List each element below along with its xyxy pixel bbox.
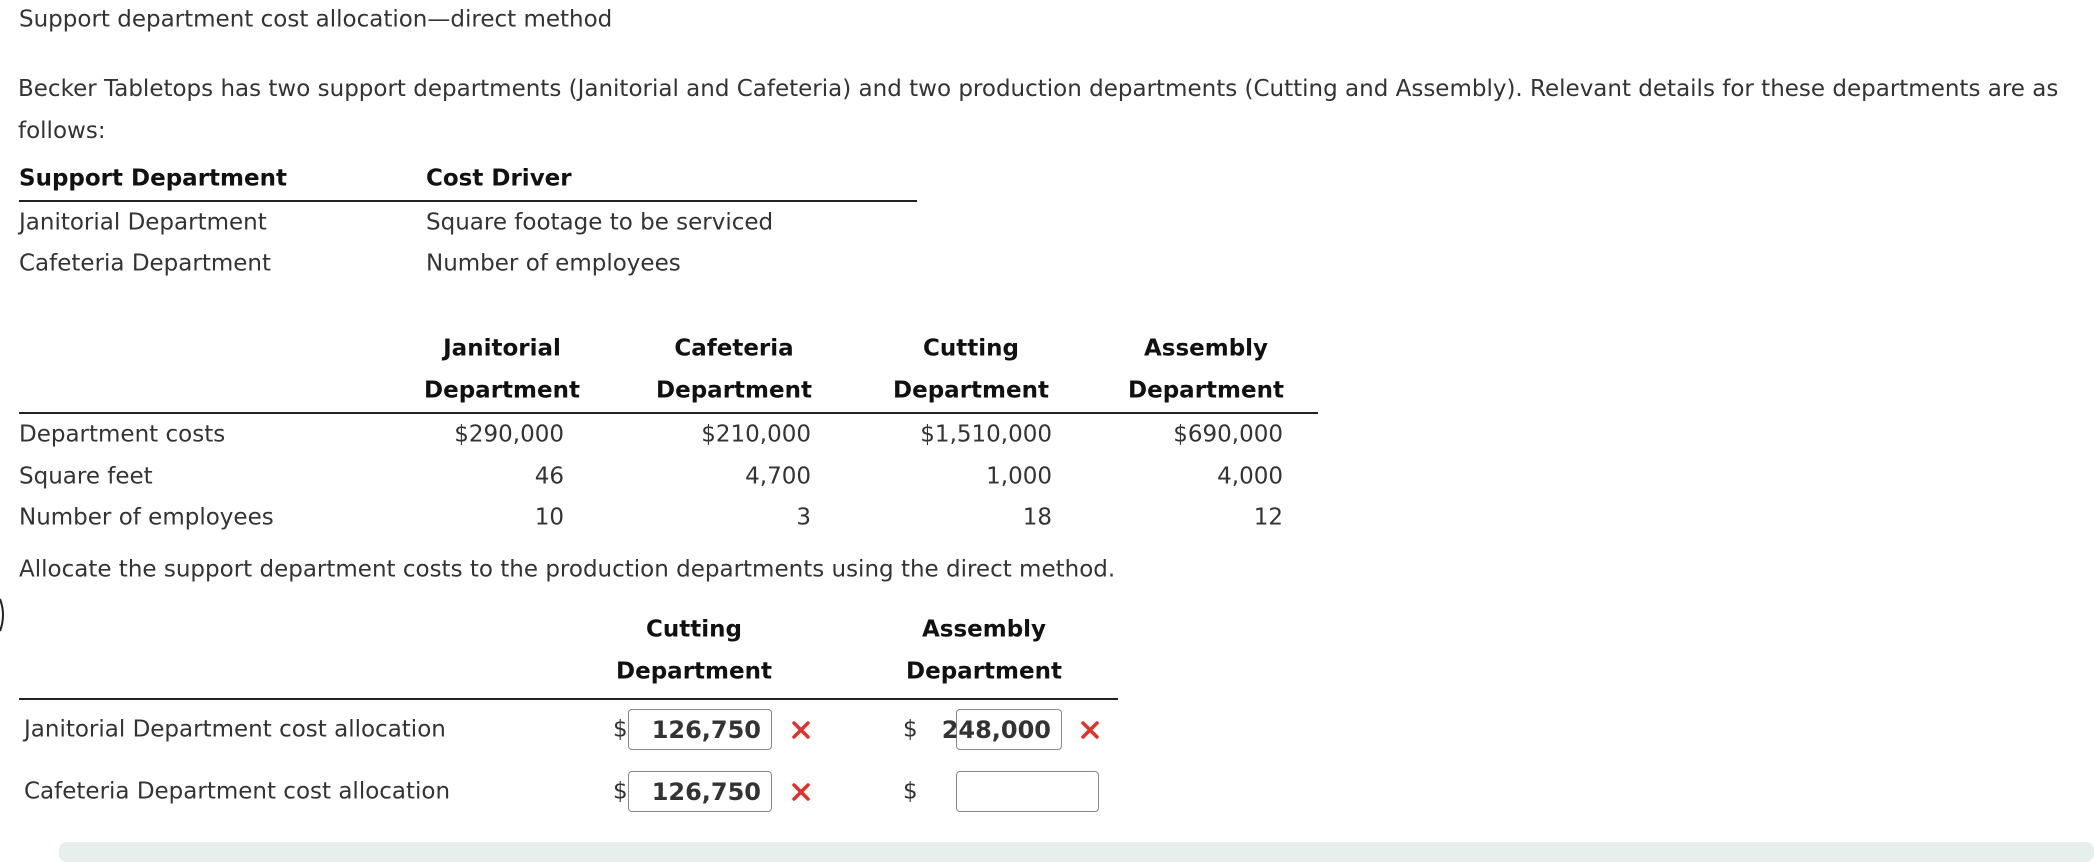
cell: 4,700 [745,463,811,490]
column-header: Assembly [921,616,1047,643]
answer-input[interactable]: 126,750 [628,709,772,750]
table-rule [19,412,1318,414]
column-header: Assembly [1143,335,1269,362]
answer-input[interactable] [956,771,1099,812]
column-header: Department [656,377,812,404]
cell: $290,000 [454,421,564,448]
column-header: Department [893,377,1049,404]
cell: 18 [1022,504,1052,531]
column-header: Department [424,377,580,404]
cell: $690,000 [1173,421,1283,448]
instruction: Allocate the support department costs to… [19,556,1116,583]
cell: Number of employees [426,250,681,277]
row-label: Department costs [19,421,226,448]
cell: 4,000 [1217,463,1283,490]
column-header: Cutting [923,335,1019,362]
currency-sign: $ [903,778,918,805]
row-label: Square feet [19,463,153,490]
currency-sign: $ [903,716,918,743]
column-header: Cutting [646,616,742,643]
cell: Square footage to be serviced [426,209,774,236]
currency-sign: $ [613,716,628,743]
column-header: Department [1128,377,1284,404]
incorrect-icon [792,783,810,801]
column-header: Cost Driver [426,165,572,192]
row-label: Janitorial Department [19,209,267,236]
edge-marker [0,598,4,632]
table-rule [19,200,917,202]
column-header: Cafeteria [674,335,794,362]
currency-sign: $ [613,778,628,805]
cell: $210,000 [701,421,811,448]
column-header: Janitorial [443,335,561,362]
row-label: Janitorial Department cost allocation [24,716,446,743]
answer-input[interactable]: 248,000 [942,709,1062,750]
cell: 12 [1253,504,1283,531]
cell: 10 [534,504,564,531]
column-header: Department [616,658,772,685]
cell: $1,510,000 [920,421,1052,448]
table-rule [19,698,1118,700]
column-header: Department [906,658,1062,685]
page-title: Support department cost allocation—direc… [19,6,613,33]
incorrect-icon [1081,721,1099,739]
answer-input[interactable]: 126,750 [628,771,772,812]
row-label: Cafeteria Department cost allocation [24,778,451,805]
cell: 1,000 [986,463,1052,490]
feedback-panel [59,842,2094,862]
cell: 3 [796,504,811,531]
row-label: Cafeteria Department [19,250,272,277]
cell: 46 [534,463,564,490]
incorrect-icon [792,721,810,739]
intro: Becker Tabletops has two support departm… [18,76,2059,144]
column-header: Support Department [19,165,287,192]
row-label: Number of employees [19,504,274,531]
